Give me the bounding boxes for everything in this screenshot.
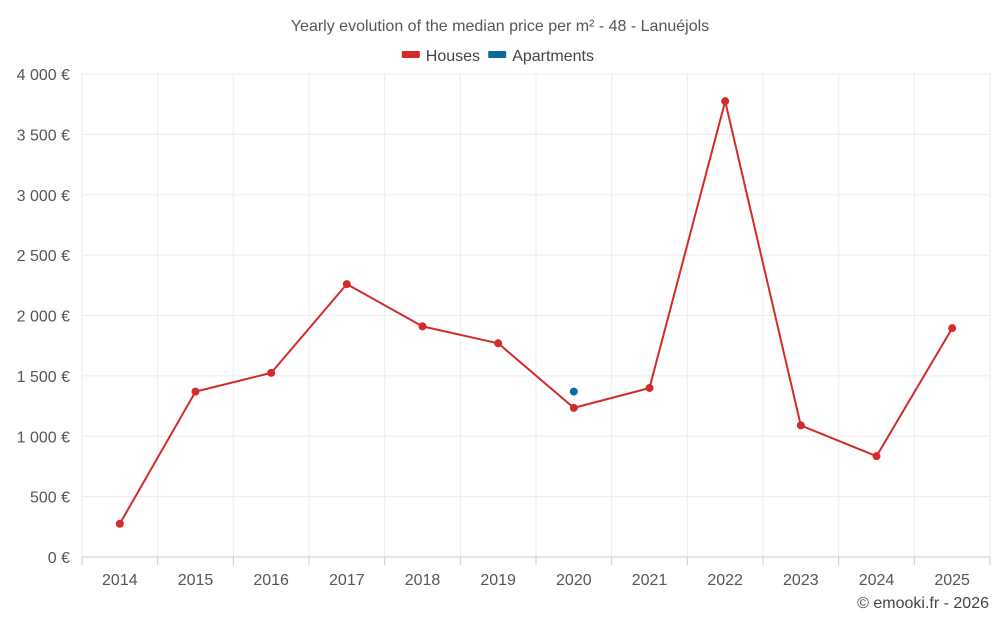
data-point-houses-2014 (115, 519, 124, 528)
y-tick-label: 4 000 € (17, 67, 70, 84)
x-tick-label: 2015 (178, 572, 214, 589)
x-tick-label: 2020 (556, 572, 592, 589)
y-tick-label: 2 000 € (17, 309, 70, 326)
y-tick-label: 500 € (30, 490, 70, 507)
data-point-houses-2021 (645, 383, 654, 392)
x-tick-label: 2016 (253, 572, 289, 589)
data-point-houses-2019 (494, 339, 503, 348)
data-point-apartments-2020 (569, 387, 578, 396)
legend-label-houses: Houses (426, 48, 480, 65)
legend-label-apartments: Apartments (512, 48, 594, 65)
data-point-houses-2018 (418, 322, 427, 331)
credit-text: © emooki.fr - 2026 (857, 595, 989, 612)
x-tick-label: 2014 (102, 572, 138, 589)
y-tick-label: 0 € (48, 550, 70, 567)
x-tick-label: 2024 (859, 572, 895, 589)
y-tick-label: 1 500 € (17, 369, 70, 386)
data-point-houses-2016 (267, 368, 276, 377)
y-tick-label: 3 500 € (17, 127, 70, 144)
x-tick-label: 2019 (480, 572, 516, 589)
data-point-houses-2023 (796, 421, 805, 430)
data-point-houses-2024 (872, 452, 881, 461)
data-point-houses-2017 (342, 280, 351, 289)
chart-title: Yearly evolution of the median price per… (291, 18, 709, 35)
x-tick-label: 2021 (632, 572, 668, 589)
y-tick-label: 1 000 € (17, 429, 70, 446)
data-point-houses-2020 (569, 403, 578, 412)
y-tick-label: 2 500 € (17, 248, 70, 265)
data-point-houses-2015 (191, 387, 200, 396)
x-tick-label: 2018 (405, 572, 441, 589)
x-tick-label: 2025 (934, 572, 970, 589)
legend-swatch-apartments (488, 51, 507, 58)
series-line-houses (118, 100, 954, 525)
x-tick-label: 2017 (329, 572, 365, 589)
data-point-houses-2025 (948, 324, 957, 333)
y-tick-label: 3 000 € (17, 188, 70, 205)
legend-swatch-houses (401, 51, 420, 58)
x-tick-label: 2022 (707, 572, 743, 589)
data-point-houses-2022 (721, 97, 730, 106)
x-tick-label: 2023 (783, 572, 819, 589)
